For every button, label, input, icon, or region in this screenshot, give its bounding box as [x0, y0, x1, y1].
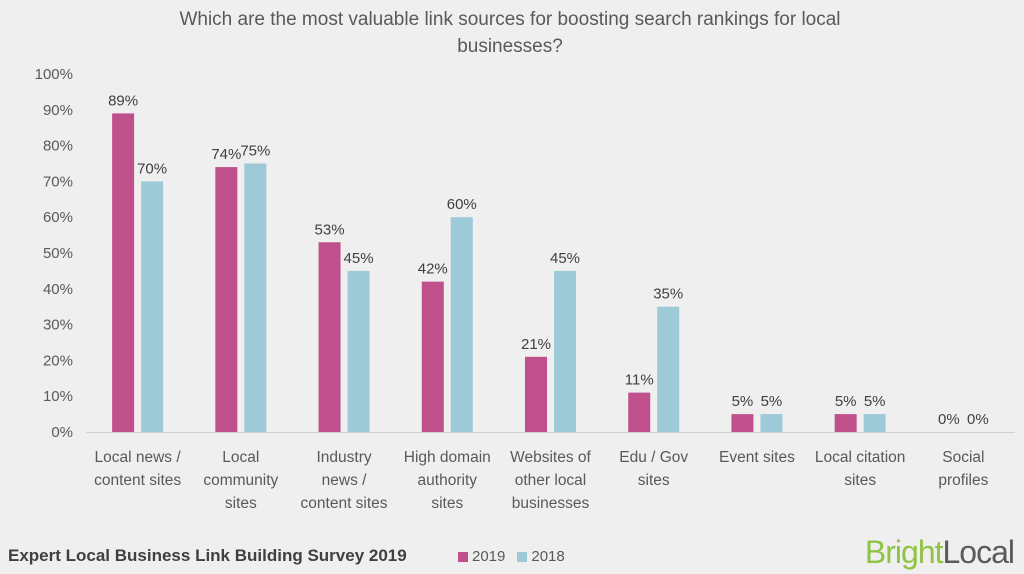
bar-2018 — [347, 270, 370, 432]
data-label-2019: 74% — [211, 146, 241, 163]
x-tick-label: Local community sites — [203, 449, 278, 512]
x-tick-label: High domain authority sites — [404, 449, 491, 512]
x-tick-label: Event sites — [719, 449, 795, 466]
bar-2019 — [318, 242, 341, 432]
y-tick-label: 50% — [43, 245, 73, 262]
y-tick-label: 80% — [43, 138, 73, 155]
legend-item-2019: 2019 — [458, 548, 505, 565]
data-label-2019: 11% — [625, 372, 654, 389]
y-tick-label: 0% — [51, 424, 73, 441]
legend-label-2019: 2019 — [472, 548, 506, 565]
data-label-2018: 45% — [344, 250, 374, 267]
bar-2018 — [450, 217, 473, 432]
bar-2019 — [421, 281, 444, 432]
x-tick-label: Social profiles — [938, 449, 988, 489]
bar-2018 — [244, 163, 267, 432]
y-tick-label: 10% — [43, 388, 73, 405]
legend-item-2018: 2018 — [517, 548, 565, 565]
y-tick-label: 20% — [43, 352, 73, 369]
data-label-2019: 53% — [315, 221, 345, 238]
legend-swatch-2018 — [517, 551, 528, 562]
bar-2018 — [554, 270, 576, 432]
y-tick-label: 70% — [43, 173, 73, 190]
data-label-2018: 45% — [550, 250, 580, 267]
data-label-2019: 21% — [521, 336, 551, 353]
survey-caption: Expert Local Business Link Building Surv… — [8, 546, 407, 565]
chart-title: Which are the most valuable link sources… — [179, 9, 841, 57]
brightlocal-logo: BrightLocal — [864, 534, 1015, 570]
x-tick-label: Websites of other local businesses — [510, 449, 591, 512]
chart-legend: 2019 2018 — [458, 548, 577, 565]
legend-label-2018: 2018 — [531, 548, 565, 565]
data-label-2019: 0% — [938, 411, 960, 428]
data-label-2018: 60% — [447, 196, 477, 213]
y-tick-label: 30% — [43, 317, 73, 334]
data-label-2019: 5% — [732, 393, 754, 410]
bar-2018 — [863, 414, 886, 432]
bar-2019 — [112, 113, 135, 432]
bar-2019 — [628, 392, 651, 432]
data-label-2018: 70% — [137, 160, 167, 177]
data-label-2018: 0% — [967, 411, 989, 428]
y-tick-label: 40% — [43, 281, 73, 298]
y-tick-label: 90% — [43, 102, 73, 119]
data-label-2018: 5% — [864, 393, 886, 410]
bar-2018 — [141, 181, 164, 432]
x-tick-label: Industry news / content sites — [301, 449, 388, 512]
bar-2018 — [657, 306, 680, 432]
data-label-2018: 5% — [761, 393, 783, 410]
bar-2018 — [760, 414, 783, 432]
y-tick-label: 60% — [43, 209, 73, 226]
legend-swatch-2019 — [458, 551, 468, 562]
data-label-2019: 89% — [108, 92, 138, 109]
data-label-2018: 35% — [653, 286, 683, 303]
bar-2019 — [525, 356, 547, 432]
bar-2019 — [731, 414, 754, 432]
x-tick-label: Local citation sites — [815, 449, 905, 489]
data-label-2019: 42% — [418, 261, 448, 278]
bar-2019 — [215, 167, 238, 432]
data-label-2018: 75% — [240, 143, 270, 160]
x-tick-label: Local news / content sites — [94, 449, 181, 489]
x-tick-label: Edu / Gov sites — [619, 449, 688, 489]
data-label-2019: 5% — [835, 393, 857, 410]
y-tick-label: 100% — [35, 66, 73, 83]
bar-2019 — [834, 414, 857, 432]
